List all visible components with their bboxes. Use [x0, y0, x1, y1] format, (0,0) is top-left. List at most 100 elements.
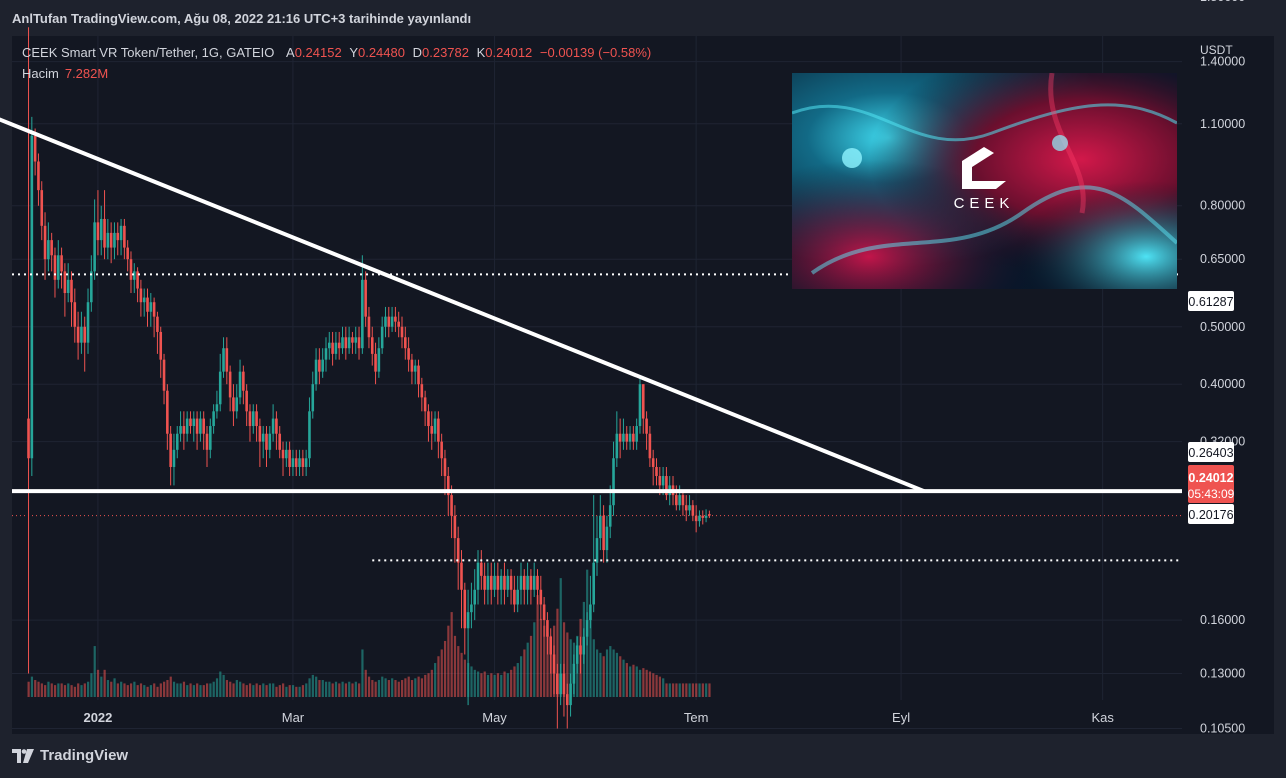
candle	[331, 331, 334, 366]
candle	[397, 311, 400, 338]
y-tick-label: 1.10000	[1200, 117, 1245, 131]
candle	[27, 27, 30, 674]
volume-bar	[73, 686, 76, 697]
candle	[172, 433, 176, 486]
volume-bar	[126, 685, 129, 697]
volume-bar	[245, 685, 248, 697]
candle	[539, 575, 543, 621]
volume-bar	[701, 683, 704, 697]
candle	[218, 353, 222, 412]
volume-bar	[506, 673, 509, 697]
volume-value: 7.282M	[64, 66, 109, 81]
badge-resistance: 0.26403	[1188, 442, 1234, 462]
candle	[585, 612, 589, 646]
volume-bar	[219, 671, 222, 697]
candle	[589, 575, 592, 629]
candle	[347, 326, 351, 354]
candle	[132, 263, 136, 294]
candle	[285, 441, 288, 467]
volume-bar	[638, 669, 642, 697]
candle	[139, 279, 143, 317]
candle	[308, 397, 311, 467]
volume-bar	[93, 646, 96, 697]
volume-bar	[519, 656, 523, 697]
volume-bar	[605, 649, 609, 697]
volume-bar	[526, 642, 529, 697]
legend-open-label: A	[286, 45, 295, 60]
x-tick-label: Eyl	[892, 710, 910, 725]
volume-bar	[265, 685, 268, 697]
candle	[275, 411, 278, 450]
trendline[interactable]	[0, 117, 925, 494]
badge-lower-dotted: 0.20176	[1188, 504, 1234, 524]
candle	[622, 418, 625, 450]
candle	[146, 288, 149, 327]
candle	[364, 271, 367, 327]
volume-bar	[477, 671, 480, 697]
candle	[354, 326, 358, 354]
volume-bar	[675, 683, 678, 697]
volume-label[interactable]: Hacim	[22, 66, 59, 81]
volume-bar	[149, 685, 153, 697]
volume-bar	[83, 683, 86, 697]
volume-bar	[53, 685, 57, 697]
volume-bar	[37, 681, 40, 697]
candle	[480, 550, 483, 590]
volume-bar	[291, 685, 295, 697]
candle	[136, 267, 139, 303]
candle	[195, 411, 199, 450]
ceek-brand-text: CEEK	[954, 195, 1015, 212]
y-tick-label: 0.16000	[1200, 613, 1245, 627]
volume-bar	[559, 578, 562, 697]
candle	[599, 495, 602, 551]
candle	[337, 331, 341, 360]
x-axis-ticks: 2022 Mar May Tem Eyl Kas	[83, 710, 1114, 725]
candle	[304, 449, 308, 477]
volume-bar	[486, 674, 490, 697]
candle	[76, 311, 80, 360]
volume-bar	[629, 666, 632, 697]
candle	[258, 418, 262, 467]
volume-bar	[315, 676, 318, 697]
volume-bar	[301, 685, 305, 697]
candle	[453, 505, 457, 563]
volume-bar	[569, 639, 572, 697]
volume-bar	[186, 685, 189, 697]
candle	[321, 348, 324, 378]
volume-bar	[262, 683, 265, 697]
candle	[367, 306, 371, 349]
publisher-line: AnlTufan TradingView.com, Ağu 08, 2022 2…	[12, 11, 472, 26]
volume-bar	[77, 683, 80, 697]
candle	[536, 569, 539, 605]
volume-bar	[44, 685, 47, 697]
candle	[37, 153, 40, 206]
candle	[377, 337, 381, 378]
candle	[324, 337, 328, 372]
candle	[192, 411, 196, 442]
volume-bar	[420, 678, 424, 697]
volume-bar	[338, 683, 341, 697]
volume-bar	[381, 676, 384, 697]
candle	[708, 510, 711, 519]
volume-bar	[358, 683, 361, 697]
y-tick-label: 0.65000	[1200, 252, 1245, 266]
candle	[684, 495, 688, 522]
volume-bar	[457, 646, 460, 697]
volume-bar	[490, 673, 493, 697]
candle	[595, 515, 599, 576]
legend-close: 0.24012	[485, 45, 533, 60]
currency-label[interactable]: USDT	[1200, 43, 1233, 57]
legend-symbol[interactable]: CEEK Smart VR Token/Tether, 1G, GATEIO	[22, 45, 275, 60]
volume-bar	[196, 683, 199, 697]
volume-bar	[116, 683, 119, 697]
badge-last-price-text: 0.24012	[1188, 471, 1233, 485]
volume-bar	[695, 683, 698, 697]
candle	[228, 365, 232, 412]
volume-bar	[463, 659, 466, 697]
candle	[625, 426, 629, 450]
footer-brand[interactable]: TradingView	[12, 747, 128, 764]
candle	[635, 418, 638, 450]
volume-bar	[120, 681, 123, 697]
candle	[519, 562, 523, 605]
